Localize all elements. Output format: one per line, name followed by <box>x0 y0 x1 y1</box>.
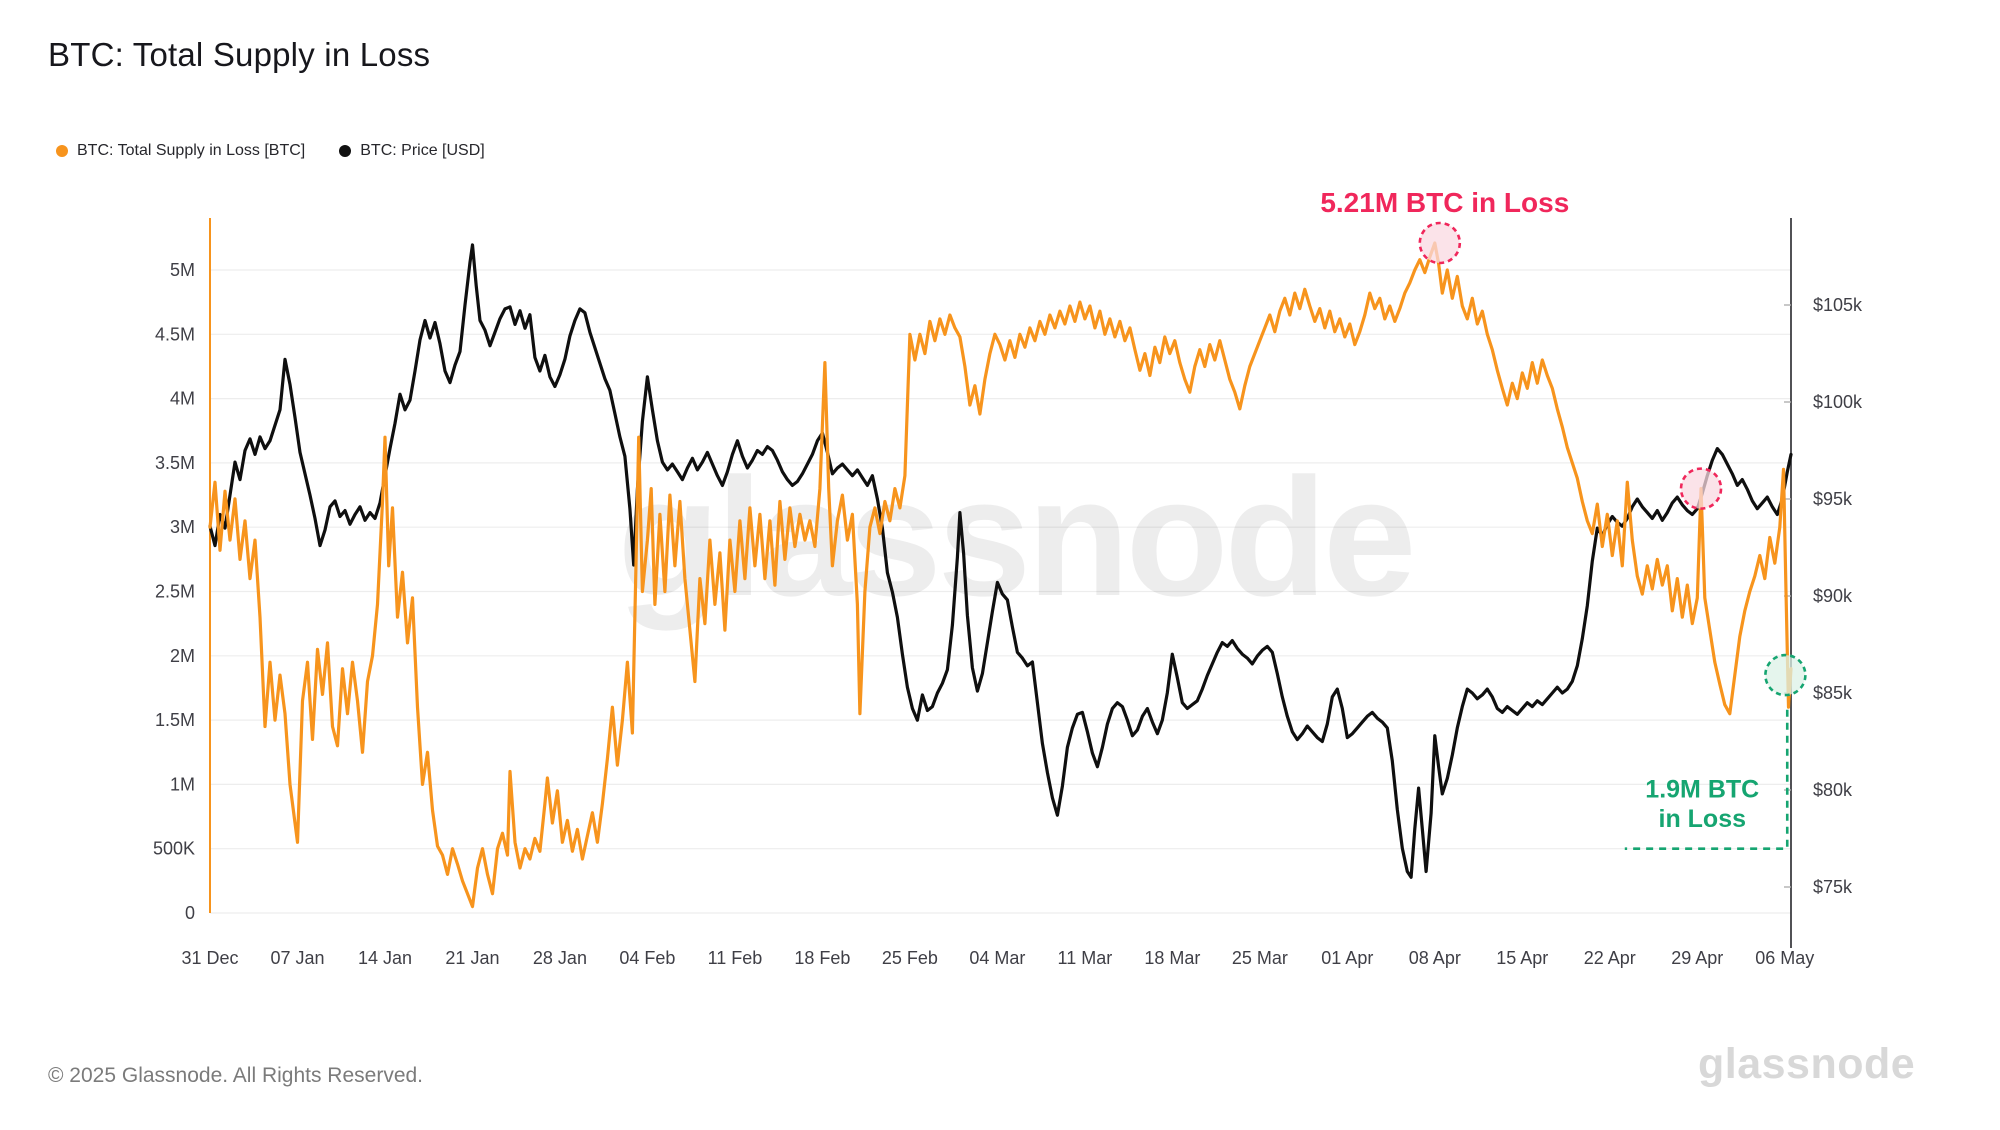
page-title: BTC: Total Supply in Loss <box>48 36 431 73</box>
right-axis-tick-label: $95k <box>1813 489 1853 509</box>
x-axis-tick-label: 18 Mar <box>1144 948 1200 968</box>
low-annotation-label-line1: 1.9M BTC <box>1645 775 1759 803</box>
peak-marker-circle <box>1418 221 1462 265</box>
x-axis-tick-label: 31 Dec <box>181 948 238 968</box>
x-axis-tick-label: 15 Apr <box>1496 948 1548 968</box>
x-axis-tick-label: 25 Mar <box>1232 948 1288 968</box>
copyright-text: © 2025 Glassnode. All Rights Reserved. <box>48 1064 424 1087</box>
x-axis-tick-label: 18 Feb <box>794 948 850 968</box>
chart-legend: BTC: Total Supply in Loss [BTC] BTC: Pri… <box>56 142 485 160</box>
x-axis-tick-label: 06 May <box>1755 948 1814 968</box>
supply-series-line <box>208 241 1793 909</box>
x-axis-tick-label: 04 Mar <box>969 948 1025 968</box>
left-axis-tick-label: 2.5M <box>155 582 195 602</box>
left-axis-tick-label: 3.5M <box>155 453 195 473</box>
x-axis-tick-label: 28 Jan <box>533 948 587 968</box>
right-axis-tick-label: $100k <box>1813 392 1863 412</box>
left-axis-tick-label: 4.5M <box>155 324 195 344</box>
right-axis-tick-label: $105k <box>1813 295 1863 315</box>
x-axis-tick-label: 07 Jan <box>270 948 324 968</box>
left-axis-tick-label: 5M <box>170 260 195 280</box>
right-axis-tick-label: $75k <box>1813 877 1853 897</box>
late-spike-marker-circle <box>1679 467 1723 510</box>
x-axis-tick-label: 08 Apr <box>1409 948 1461 968</box>
x-axis-tick-label: 21 Jan <box>445 948 499 968</box>
legend-label-price: BTC: Price [USD] <box>360 142 485 159</box>
legend-item-price: BTC: Price [USD] <box>339 142 485 160</box>
legend-label-supply: BTC: Total Supply in Loss [BTC] <box>77 142 306 159</box>
x-axis-tick-label: 01 Apr <box>1321 948 1373 968</box>
left-axis-tick-label: 1M <box>170 774 195 794</box>
peak-annotation-label: 5.21M BTC in Loss <box>1320 187 1569 218</box>
left-axis-tick-label: 1.5M <box>155 710 195 730</box>
x-axis-tick-label: 22 Apr <box>1584 948 1636 968</box>
left-axis-tick-label: 2M <box>170 646 195 666</box>
glassnode-logo: glassnode <box>1698 1040 1916 1088</box>
watermark-text: glassnode <box>618 443 1413 631</box>
low-annotation-bracket <box>1624 709 1789 850</box>
left-axis-tick-label: 3M <box>170 517 195 537</box>
x-axis-tick-label: 04 Feb <box>619 948 675 968</box>
low-marker-circle <box>1764 653 1807 697</box>
x-axis-tick-label: 14 Jan <box>358 948 412 968</box>
x-axis-tick-label: 29 Apr <box>1671 948 1723 968</box>
left-axis-tick-label: 500K <box>153 839 195 859</box>
low-annotation-label-line2: in Loss <box>1659 805 1747 833</box>
x-axis-tick-label: 11 Feb <box>708 948 763 968</box>
left-axis-tick-label: 4M <box>170 389 195 409</box>
price-series-dot-icon <box>339 145 352 157</box>
supply-series-dot-icon <box>56 145 68 157</box>
x-axis-tick-label: 11 Mar <box>1058 948 1113 968</box>
right-axis-tick-label: $80k <box>1813 780 1853 800</box>
x-axis-tick-label: 25 Feb <box>882 948 938 968</box>
right-axis-tick-label: $85k <box>1813 683 1853 703</box>
left-axis-tick-label: 0 <box>185 903 195 923</box>
legend-item-supply: BTC: Total Supply in Loss [BTC] <box>56 142 305 160</box>
price-series-line <box>208 243 1793 879</box>
right-axis-tick-label: $90k <box>1813 586 1853 606</box>
